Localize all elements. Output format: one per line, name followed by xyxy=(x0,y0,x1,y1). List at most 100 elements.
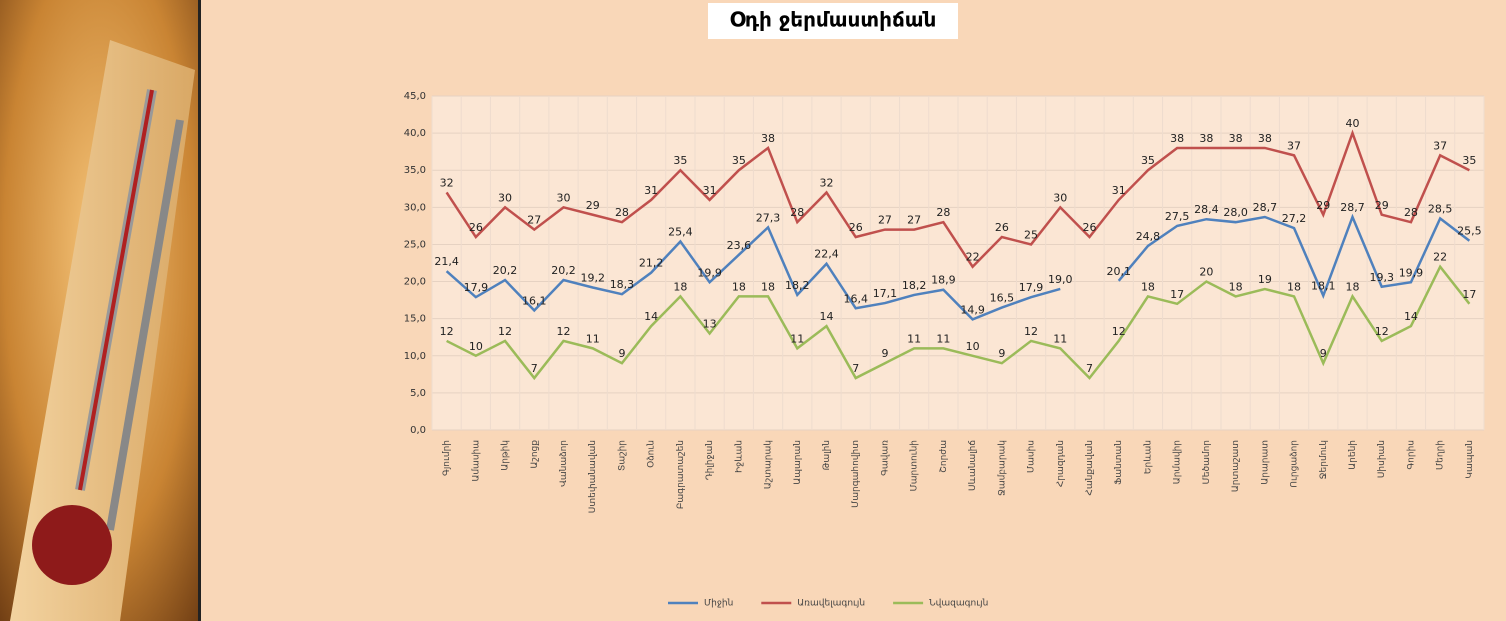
x-tick-label: Հրազդան xyxy=(1056,440,1066,487)
x-tick-label: Մասիս xyxy=(1027,440,1037,473)
data-label: 18 xyxy=(1287,280,1301,293)
data-label: 31 xyxy=(703,184,717,197)
data-label: 28,5 xyxy=(1428,202,1453,215)
data-label: 10 xyxy=(966,340,980,353)
x-tick-label: Ջերմուկ xyxy=(1319,440,1329,479)
data-label: 38 xyxy=(1199,132,1213,145)
data-label: 37 xyxy=(1433,139,1447,152)
y-tick-label: 20,0 xyxy=(404,277,426,288)
data-label: 38 xyxy=(1170,132,1184,145)
data-label: 16,5 xyxy=(990,292,1015,305)
data-label: 19,3 xyxy=(1369,271,1394,284)
x-tick-label: Արմավիր xyxy=(1173,440,1183,484)
data-label: 11 xyxy=(1053,332,1067,345)
data-label: 28,7 xyxy=(1253,201,1278,214)
data-label: 11 xyxy=(790,332,804,345)
thermometer-image xyxy=(0,0,201,621)
y-tick-label: 15,0 xyxy=(404,314,426,325)
data-label: 27,3 xyxy=(756,211,781,224)
data-label: 32 xyxy=(440,176,454,189)
data-label: 28 xyxy=(790,206,804,219)
x-tick-label: Գորիս xyxy=(1406,440,1416,470)
data-label: 29 xyxy=(586,199,600,212)
data-label: 19,2 xyxy=(580,271,605,284)
x-tick-label: Գավառ xyxy=(880,440,890,476)
legend-label: Նվազագույն xyxy=(929,599,988,609)
data-label: 18,2 xyxy=(902,279,927,292)
data-label: 9 xyxy=(618,347,625,360)
data-label: 19,0 xyxy=(1048,273,1073,286)
y-tick-label: 40,0 xyxy=(404,128,426,139)
data-label: 18,9 xyxy=(931,274,956,287)
data-label: 14,9 xyxy=(960,303,985,316)
x-tick-label: Հանքավան xyxy=(1085,440,1095,496)
data-label: 17,9 xyxy=(1019,281,1044,294)
data-label: 24,8 xyxy=(1136,230,1161,243)
data-label: 27 xyxy=(907,214,921,227)
x-tick-label: Շորժա xyxy=(939,440,949,473)
data-label: 30 xyxy=(1053,191,1067,204)
data-label: 26 xyxy=(1083,221,1097,234)
data-label: 10 xyxy=(469,340,483,353)
x-tick-label: Կապան xyxy=(1465,440,1475,479)
x-tick-label: Աշտարակ xyxy=(764,440,774,489)
x-tick-label: Երևան xyxy=(1143,440,1153,474)
data-label: 18 xyxy=(732,280,746,293)
series-line xyxy=(446,264,1471,381)
data-label: 27,5 xyxy=(1165,210,1190,223)
data-label: 17 xyxy=(1462,288,1476,301)
data-label: 18 xyxy=(1229,280,1243,293)
data-label: 13 xyxy=(703,318,717,331)
data-label: 7 xyxy=(1086,362,1093,375)
data-label: 20,2 xyxy=(493,264,518,277)
data-label: 12 xyxy=(1375,325,1389,338)
data-label: 22 xyxy=(966,251,980,264)
data-label: 28 xyxy=(615,206,629,219)
data-label: 25,5 xyxy=(1457,225,1482,238)
data-label: 22,4 xyxy=(814,248,839,261)
data-label: 27,2 xyxy=(1282,212,1307,225)
data-label: 9 xyxy=(881,347,888,360)
series-line xyxy=(445,129,1470,269)
y-tick-label: 30,0 xyxy=(404,202,426,213)
data-label: 27 xyxy=(878,214,892,227)
x-tick-label: Տաշիր xyxy=(617,440,627,471)
data-label: 20 xyxy=(1199,266,1213,279)
x-tick-label: Մեծամոր xyxy=(1202,440,1212,484)
x-tick-label: Ուրցաձոր xyxy=(1290,440,1300,488)
x-tick-label: Գյումրի xyxy=(442,440,452,476)
data-label: 35 xyxy=(1462,154,1476,167)
data-label: 38 xyxy=(1258,132,1272,145)
y-tick-label: 0,0 xyxy=(410,425,426,436)
data-label: 14 xyxy=(644,310,658,323)
data-label: 12 xyxy=(557,325,571,338)
x-tick-label: Արթիկ xyxy=(501,440,511,471)
data-label: 7 xyxy=(531,362,538,375)
data-label: 26 xyxy=(469,221,483,234)
data-label: 26 xyxy=(995,221,1009,234)
title-box xyxy=(708,3,958,39)
data-label: 12 xyxy=(1112,325,1126,338)
x-tick-label: Վանաձոր xyxy=(559,440,569,487)
data-label: 40 xyxy=(1346,117,1360,130)
data-label: 25 xyxy=(1024,228,1038,241)
x-tick-label: Արարատ xyxy=(1260,440,1270,485)
data-label: 28 xyxy=(936,206,950,219)
data-label: 19,9 xyxy=(1399,266,1424,279)
y-tick-label: 10,0 xyxy=(404,351,426,362)
data-label: 27 xyxy=(527,214,541,227)
x-tick-label: Բագրատաշեն xyxy=(676,440,686,509)
x-tick-label: Ամասիա xyxy=(471,440,481,482)
data-label: 14 xyxy=(1404,310,1418,323)
data-label: 12 xyxy=(498,325,512,338)
data-label: 7 xyxy=(852,362,859,375)
data-label: 17,9 xyxy=(464,281,489,294)
series-line xyxy=(445,213,1471,321)
x-tick-label: Արենի xyxy=(1348,440,1358,470)
data-label: 29 xyxy=(1375,199,1389,212)
y-tick-label: 25,0 xyxy=(404,239,426,250)
data-label: 38 xyxy=(761,132,775,145)
data-label: 18 xyxy=(1346,280,1360,293)
data-label: 18 xyxy=(761,280,775,293)
